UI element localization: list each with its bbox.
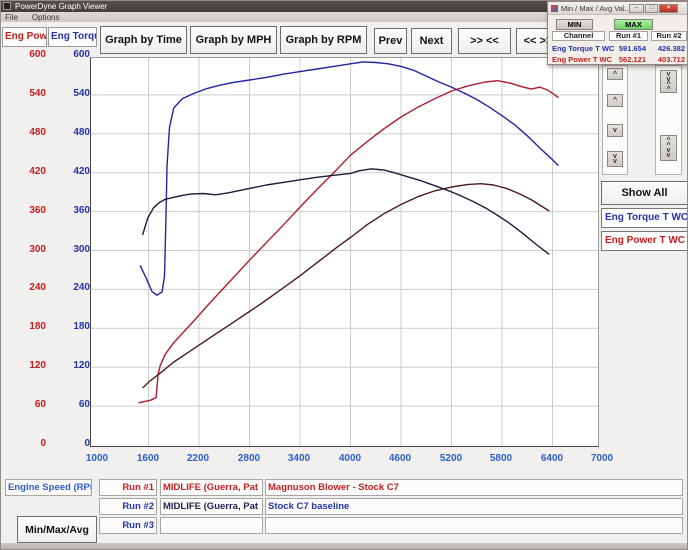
menu-options[interactable]: Options: [31, 12, 60, 22]
prev-button[interactable]: Prev: [374, 28, 407, 54]
zoom-out-button[interactable]: >> <<: [458, 28, 511, 54]
graph-by-time-button[interactable]: Graph by Time: [100, 26, 187, 54]
axis-header-torque[interactable]: Eng Torque: [48, 27, 97, 47]
run2-label: Run #2: [99, 498, 157, 515]
dyno-chart: [91, 58, 598, 446]
graph-by-mph-button[interactable]: Graph by MPH: [190, 26, 277, 54]
popup-power-run1-value: 562.121: [618, 55, 646, 64]
curve-run-2-eng-torque-t-wc: [141, 168, 550, 255]
x-tick-rpm: 6400: [540, 453, 564, 464]
y-tick-torque: 300: [73, 244, 90, 255]
minmax-popup-window: Min / Max / Avg Val... – □ × MIN MAX Cha…: [547, 1, 688, 65]
y-tick-torque: 600: [73, 49, 90, 60]
next-button[interactable]: Next: [411, 28, 452, 54]
minmax-popup-icon: [551, 4, 558, 12]
run1-label: Run #1: [99, 479, 157, 496]
min-toggle-button[interactable]: MIN: [556, 19, 593, 30]
popup-close-icon[interactable]: ×: [659, 4, 678, 13]
plot-area: [90, 57, 599, 447]
zoom-in-button[interactable]: << >>: [516, 28, 560, 54]
x-tick-rpm: 1000: [85, 453, 109, 464]
y-tick-torque: 480: [73, 127, 90, 138]
y-tick-torque: 240: [73, 282, 90, 293]
axis-compress-icon[interactable]: v v ^ ^: [660, 70, 677, 93]
run3-name-box[interactable]: [160, 517, 263, 534]
popup-power-run2-value: 403.712: [657, 55, 685, 64]
scroll-up2-icon[interactable]: ^: [607, 94, 623, 107]
run3-comment-box[interactable]: [265, 517, 683, 534]
popup-torque-run1-value: 591.654: [618, 44, 646, 53]
y-tick-power: 60: [34, 399, 46, 410]
run1-comment-box[interactable]: Magnuson Blower - Stock C7: [265, 479, 683, 496]
y-tick-power: 120: [29, 360, 46, 371]
graph-by-rpm-button[interactable]: Graph by RPM: [280, 26, 367, 54]
y-tick-torque: 0: [84, 438, 90, 449]
popup-torque-run2-value: 426.382: [657, 44, 685, 53]
window-title: PowerDyne Graph Viewer: [15, 1, 108, 11]
run2-comment-box[interactable]: Stock C7 baseline: [265, 498, 683, 515]
popup-row-torque-label: Eng Torque T WC: [552, 44, 615, 53]
popup-maximize-icon[interactable]: □: [645, 4, 658, 13]
x-tick-rpm: 5200: [439, 453, 463, 464]
y-tick-torque: 360: [73, 205, 90, 216]
run1-name-box[interactable]: MIDLIFE (Guerra, Pat: [160, 479, 263, 496]
y-tick-torque: 120: [73, 360, 90, 371]
window-titlebar: PowerDyne Graph Viewer: [0, 0, 688, 12]
minmax-popup-title: Min / Max / Avg Val...: [561, 3, 631, 13]
app-icon: [3, 2, 11, 10]
y-tick-torque: 60: [78, 399, 90, 410]
show-all-button[interactable]: Show All: [601, 181, 688, 205]
y-tick-power: 600: [29, 49, 46, 60]
popup-col-run2: Run #2: [651, 31, 687, 41]
run2-name-box[interactable]: MIDLIFE (Guerra, Pat: [160, 498, 263, 515]
y-tick-power: 180: [29, 321, 46, 332]
scroll-down-double-icon[interactable]: v v: [607, 151, 623, 167]
curve-run-1-eng-power-t-wc: [138, 80, 559, 404]
axis-header-power[interactable]: Eng Power: [2, 27, 47, 47]
x-tick-rpm: 2800: [237, 453, 261, 464]
x-tick-rpm: 7000: [590, 453, 614, 464]
curve-run-2-eng-power-t-wc: [142, 182, 550, 389]
x-tick-rpm: 5800: [489, 453, 513, 464]
y-tick-power: 300: [29, 244, 46, 255]
legend-eng-power[interactable]: Eng Power T WC: [601, 231, 688, 251]
scroll-up-icon[interactable]: ^: [607, 68, 623, 80]
y-tick-power: 360: [29, 205, 46, 216]
x-tick-rpm: 4600: [388, 453, 412, 464]
y-tick-torque: 420: [73, 166, 90, 177]
popup-col-channel: Channel: [552, 31, 605, 41]
max-toggle-button[interactable]: MAX: [614, 19, 653, 30]
window-bottom-edge: [0, 543, 688, 550]
scroll-down-icon[interactable]: v: [607, 124, 623, 137]
x-tick-rpm: 2200: [186, 453, 210, 464]
x-tick-rpm: 1600: [136, 453, 160, 464]
run3-label: Run #3: [99, 517, 157, 534]
curve-run-1-eng-torque-t-wc: [139, 61, 559, 296]
x-tick-rpm: 4000: [338, 453, 362, 464]
axis-expand-icon[interactable]: ^ ^ v v: [660, 135, 677, 161]
y-tick-torque: 180: [73, 321, 90, 332]
channel-select-box[interactable]: Engine Speed (RPM): [5, 479, 92, 496]
popup-row-power-label: Eng Power T WC: [552, 55, 612, 64]
popup-minimize-icon[interactable]: –: [629, 4, 644, 13]
legend-eng-torque[interactable]: Eng Torque T WC: [601, 208, 688, 228]
y-tick-power: 480: [29, 127, 46, 138]
y-tick-power: 540: [29, 88, 46, 99]
x-tick-rpm: 3400: [287, 453, 311, 464]
y-tick-power: 420: [29, 166, 46, 177]
popup-col-run1: Run #1: [609, 31, 648, 41]
y-tick-power: 0: [40, 438, 46, 449]
minmaxavg-button[interactable]: Min/Max/Avg: [17, 516, 97, 543]
menu-bar: File Options: [0, 12, 688, 22]
menu-file[interactable]: File: [5, 12, 18, 22]
y-tick-torque: 540: [73, 88, 90, 99]
y-tick-power: 240: [29, 282, 46, 293]
